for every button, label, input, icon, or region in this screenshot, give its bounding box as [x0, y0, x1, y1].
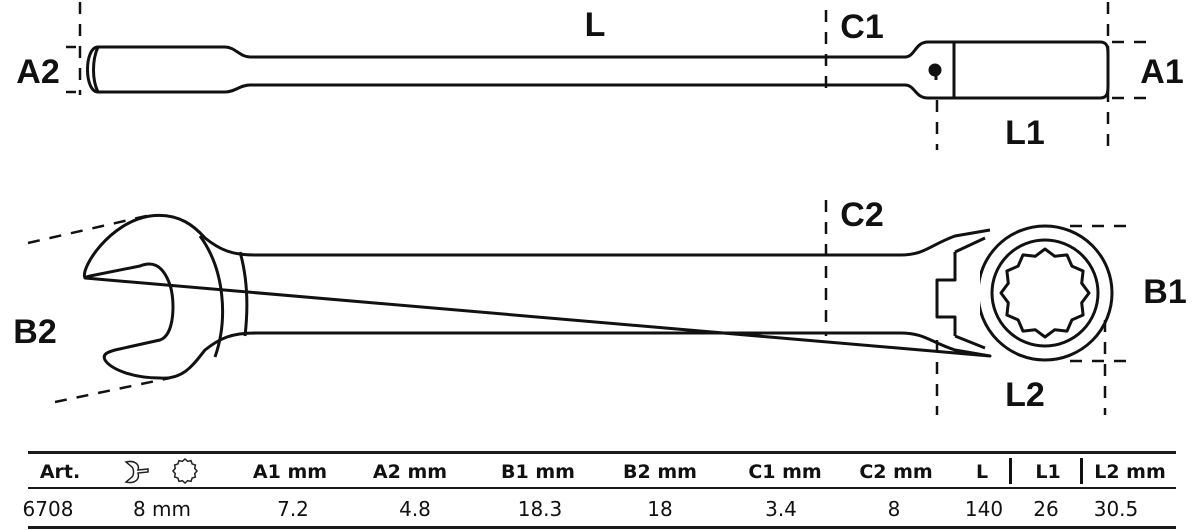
cell-l: 140	[964, 497, 1004, 521]
cell-c1: 3.4	[765, 497, 797, 521]
header-separator	[1009, 458, 1012, 484]
dimension-label-L1: L1	[1005, 114, 1045, 152]
wrench-drawings	[27, 2, 1155, 415]
table-bottom-rule	[28, 526, 1176, 529]
open-end-head	[83, 213, 992, 380]
table-top-rule	[28, 451, 1176, 454]
dimension-label-B1: B1	[1143, 273, 1187, 311]
header-separator	[1080, 458, 1083, 484]
header-b2: B2 mm	[623, 461, 697, 483]
dimension-label-C1: C1	[840, 8, 884, 46]
jaw-band-1	[198, 235, 224, 358]
12-point-ring-icon	[171, 457, 199, 485]
dimension-label-C2: C2	[840, 196, 884, 234]
cell-a1: 7.2	[277, 497, 309, 521]
header-c1: C1 mm	[748, 461, 822, 483]
cell-l2: 30.5	[1093, 497, 1139, 521]
side-view-end-cap	[92, 46, 100, 93]
ratchet-neck	[935, 236, 986, 350]
header-a2: A2 mm	[372, 461, 448, 483]
header-b1: B1 mm	[501, 461, 575, 483]
cell-c2: 8	[887, 497, 901, 521]
cell-art: 6708	[22, 497, 74, 521]
header-a1: A1 mm	[252, 461, 328, 483]
cell-size: 8 mm	[132, 497, 192, 521]
wrench-top-view	[83, 213, 1114, 380]
side-view-dimension-lines	[66, 2, 1155, 150]
table-header-rule	[28, 487, 1176, 489]
dimension-label-L: L	[584, 6, 606, 44]
jaw-band-2	[238, 251, 249, 337]
header-l: L	[975, 461, 989, 483]
dimension-label-A1: A1	[1140, 53, 1184, 91]
dimension-label-L2: L2	[1005, 376, 1045, 414]
open-end-wrench-icon	[124, 460, 149, 484]
header-art: Art.	[39, 461, 81, 483]
cell-b2: 18	[647, 497, 673, 521]
dimension-label-A2: A2	[16, 53, 60, 91]
ring-outer	[976, 224, 1114, 362]
top-view-dimension-lines	[27, 200, 1135, 415]
wrench-side-view	[86, 40, 1110, 100]
dimension-label-B2: B2	[13, 313, 57, 351]
header-c2: C2 mm	[859, 461, 933, 483]
ring-inner	[990, 238, 1100, 348]
12-point-socket	[999, 247, 1091, 339]
cell-l1: 26	[1033, 497, 1059, 521]
header-l2: L2 mm	[1094, 461, 1166, 483]
ratchet-pin-icon	[928, 63, 942, 77]
cell-b1: 18.3	[517, 497, 563, 521]
cell-a2: 4.8	[399, 497, 431, 521]
header-l1: L1	[1035, 461, 1061, 483]
